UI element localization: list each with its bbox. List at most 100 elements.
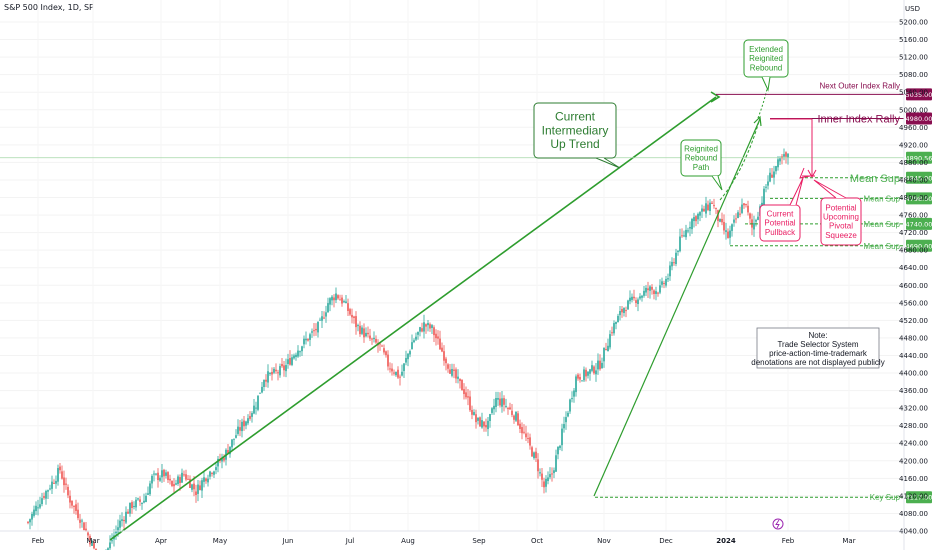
candle-body xyxy=(443,351,445,361)
candle-body xyxy=(559,445,561,448)
candle-body xyxy=(371,338,373,340)
candle-body xyxy=(539,472,541,474)
candle-body xyxy=(549,474,551,478)
candle-body xyxy=(429,324,431,329)
level-label: Mean Sup xyxy=(864,194,901,203)
candle-body xyxy=(213,471,215,475)
price-tick-label: 4440.00 xyxy=(899,352,928,360)
candle-body xyxy=(489,414,491,421)
candle-body xyxy=(735,218,737,220)
candle-body xyxy=(423,322,425,332)
candle-body xyxy=(317,321,319,333)
candle-body xyxy=(123,519,125,522)
candle-body xyxy=(189,478,191,488)
candle-body xyxy=(343,301,345,303)
candle-body xyxy=(303,338,305,345)
candle-body xyxy=(249,416,251,419)
candle-body xyxy=(769,172,771,182)
time-tick-label: Mar xyxy=(86,537,99,545)
candle-body xyxy=(329,298,331,305)
candle-body xyxy=(119,520,121,528)
candle-body xyxy=(175,483,177,485)
candle-body xyxy=(259,392,261,394)
squeeze-callout-text: Potential xyxy=(825,203,856,212)
candle-body xyxy=(311,331,313,333)
candle-body xyxy=(641,295,643,298)
price-tick-label: 4600.00 xyxy=(899,282,928,290)
candle-body xyxy=(181,472,183,483)
candle-body xyxy=(241,421,243,432)
candle-body xyxy=(747,205,749,213)
level-label: Inner Index Rally xyxy=(817,114,900,126)
candle-body xyxy=(293,355,295,359)
candle-body xyxy=(143,500,145,503)
price-tick-label: 4720.00 xyxy=(899,229,928,237)
candle-body xyxy=(629,297,631,302)
candle-body xyxy=(579,376,581,380)
candle-body xyxy=(395,371,397,376)
candle-body xyxy=(463,389,465,395)
time-tick-label: 2024 xyxy=(716,537,736,545)
candle-body xyxy=(685,229,687,238)
note-text: Note: xyxy=(808,331,827,340)
candle-body xyxy=(589,369,591,374)
candle-body xyxy=(565,417,567,423)
candle-body xyxy=(557,446,559,455)
squeeze-callout-text: Squeeze xyxy=(825,231,857,240)
candle-body xyxy=(729,230,731,238)
candle-body xyxy=(297,350,299,357)
candle-body xyxy=(227,450,229,454)
candle-body xyxy=(485,425,487,428)
price-tick-label: 5080.00 xyxy=(899,71,928,79)
candle-body xyxy=(649,286,651,291)
candle-body xyxy=(285,365,287,372)
time-tick-label: Feb xyxy=(32,537,45,545)
candle-body xyxy=(301,346,303,352)
candle-body xyxy=(179,477,181,484)
candle-body xyxy=(441,347,443,352)
candle-body xyxy=(669,265,671,277)
candle-body xyxy=(121,519,123,521)
candle-body xyxy=(305,338,307,341)
candle-body xyxy=(461,379,463,391)
candle-body xyxy=(73,505,75,507)
candle-body xyxy=(271,371,273,375)
time-tick-label: Apr xyxy=(155,537,167,545)
candle-body xyxy=(243,420,245,427)
candle-body xyxy=(465,392,467,398)
candle-body xyxy=(675,252,677,265)
candle-body xyxy=(599,360,601,370)
candle-body xyxy=(571,398,573,400)
candle-body xyxy=(631,296,633,300)
candle-body xyxy=(569,399,571,412)
candle-body xyxy=(575,376,577,393)
candle-body xyxy=(233,438,235,440)
candle-body xyxy=(171,480,173,486)
candle-body xyxy=(255,407,257,409)
squeeze-callout-tail xyxy=(813,179,847,199)
candle-body xyxy=(163,469,165,477)
candle-body xyxy=(687,230,689,232)
candle-body xyxy=(405,357,407,363)
candle-body xyxy=(527,438,529,440)
candle-body xyxy=(573,390,575,397)
level-price-tag xyxy=(906,192,932,205)
level-price-tag-text: 4890.56 xyxy=(906,154,932,162)
candle-body xyxy=(453,369,455,371)
candle-body xyxy=(743,203,745,206)
price-tick-label: 5000.00 xyxy=(899,106,928,114)
candle-body xyxy=(279,366,281,376)
candle-body xyxy=(787,153,789,158)
candle-body xyxy=(327,303,329,313)
candle-body xyxy=(65,483,67,485)
candle-body xyxy=(415,336,417,340)
rebound-path-dotted xyxy=(719,117,761,201)
candle-body xyxy=(409,351,411,355)
candle-body xyxy=(313,330,315,332)
candle-body xyxy=(723,221,725,231)
candle-body xyxy=(655,291,657,294)
candle-body xyxy=(431,325,433,329)
candle-body xyxy=(393,372,395,374)
